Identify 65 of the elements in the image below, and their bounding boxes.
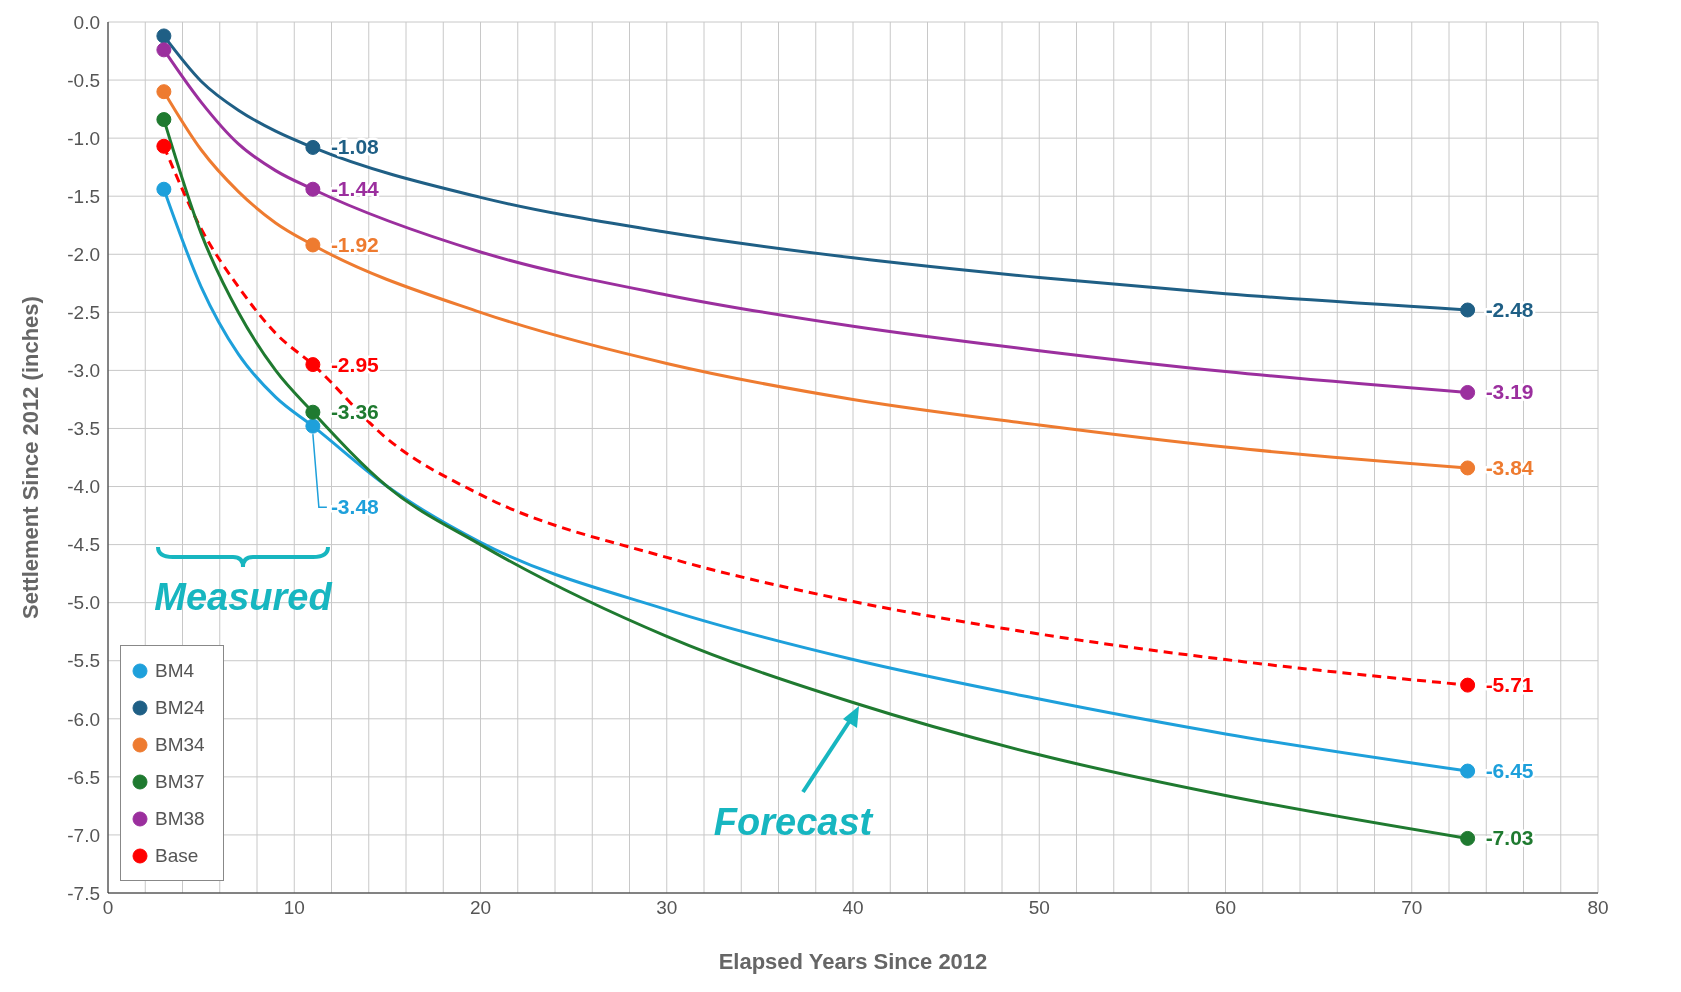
point bbox=[1460, 302, 1476, 318]
y-tick-label: -0.5 bbox=[67, 69, 100, 91]
y-tick-label: -5.0 bbox=[67, 592, 100, 614]
point bbox=[305, 357, 321, 373]
data-label: -3.19 bbox=[1485, 380, 1534, 404]
x-tick-label: 60 bbox=[1214, 897, 1237, 919]
x-tick-label: 10 bbox=[283, 897, 305, 919]
annotation: Measured bbox=[154, 576, 333, 618]
data-label: -7.03 bbox=[1485, 826, 1534, 850]
point bbox=[156, 181, 172, 197]
data-label: -6.45 bbox=[1485, 759, 1534, 783]
data-label: -3.48 bbox=[330, 495, 380, 519]
x-tick-label: 70 bbox=[1401, 897, 1423, 919]
y-tick-label: -6.0 bbox=[67, 708, 100, 730]
point bbox=[305, 139, 321, 155]
point bbox=[156, 28, 172, 44]
data-label: -1.44 bbox=[330, 177, 380, 201]
y-tick-label: -1.5 bbox=[67, 185, 100, 207]
point bbox=[305, 404, 321, 420]
x-tick-label: 20 bbox=[469, 897, 492, 919]
point bbox=[156, 138, 172, 154]
x-tick-label: 50 bbox=[1028, 897, 1050, 919]
point bbox=[1460, 384, 1476, 400]
y-tick-label: -7.5 bbox=[67, 882, 100, 904]
legend-label: BM4 bbox=[155, 659, 195, 682]
point bbox=[156, 84, 172, 100]
x-tick-label: 30 bbox=[656, 897, 678, 919]
y-tick-label: 0.0 bbox=[73, 11, 100, 33]
y-tick-label: -4.5 bbox=[67, 534, 100, 556]
x-tick-label: 80 bbox=[1587, 897, 1609, 919]
point bbox=[156, 42, 172, 58]
data-label: -3.36 bbox=[330, 400, 379, 424]
legend-label: BM37 bbox=[155, 770, 205, 793]
legend-label: BM38 bbox=[155, 807, 205, 830]
data-label: -5.71 bbox=[1485, 673, 1534, 697]
y-tick-label: -3.0 bbox=[67, 360, 100, 382]
x-tick-label: 0 bbox=[102, 897, 114, 919]
y-tick-label: -7.0 bbox=[67, 824, 100, 846]
y-tick-label: -5.5 bbox=[67, 650, 100, 672]
x-axis-title: Elapsed Years Since 2012 bbox=[718, 949, 988, 974]
y-tick-label: -1.0 bbox=[67, 127, 100, 149]
y-tick-label: -2.0 bbox=[67, 244, 100, 266]
point bbox=[305, 418, 321, 434]
y-tick-label: -2.5 bbox=[67, 302, 100, 324]
legend-label: BM34 bbox=[155, 733, 205, 756]
point bbox=[305, 237, 321, 253]
data-label: -2.95 bbox=[330, 352, 380, 376]
y-tick-label: -3.5 bbox=[67, 418, 100, 440]
point bbox=[1460, 830, 1476, 846]
point bbox=[156, 112, 172, 128]
data-label: -3.84 bbox=[1485, 455, 1534, 479]
point bbox=[1460, 763, 1476, 779]
data-label: -2.48 bbox=[1485, 298, 1534, 322]
legend-label: BM24 bbox=[155, 696, 205, 719]
annotation: Forecast bbox=[713, 801, 874, 843]
x-tick-label: 40 bbox=[842, 897, 864, 919]
point bbox=[305, 181, 321, 197]
point bbox=[1460, 677, 1476, 693]
data-label: -1.92 bbox=[330, 232, 379, 256]
y-tick-label: -6.5 bbox=[67, 766, 100, 788]
y-tick-label: -4.0 bbox=[67, 476, 100, 498]
data-label: -1.08 bbox=[330, 135, 380, 159]
y-axis-title: Settlement Since 2012 (inches) bbox=[17, 296, 43, 619]
point bbox=[1460, 460, 1476, 476]
legend-label: Base bbox=[155, 844, 199, 867]
